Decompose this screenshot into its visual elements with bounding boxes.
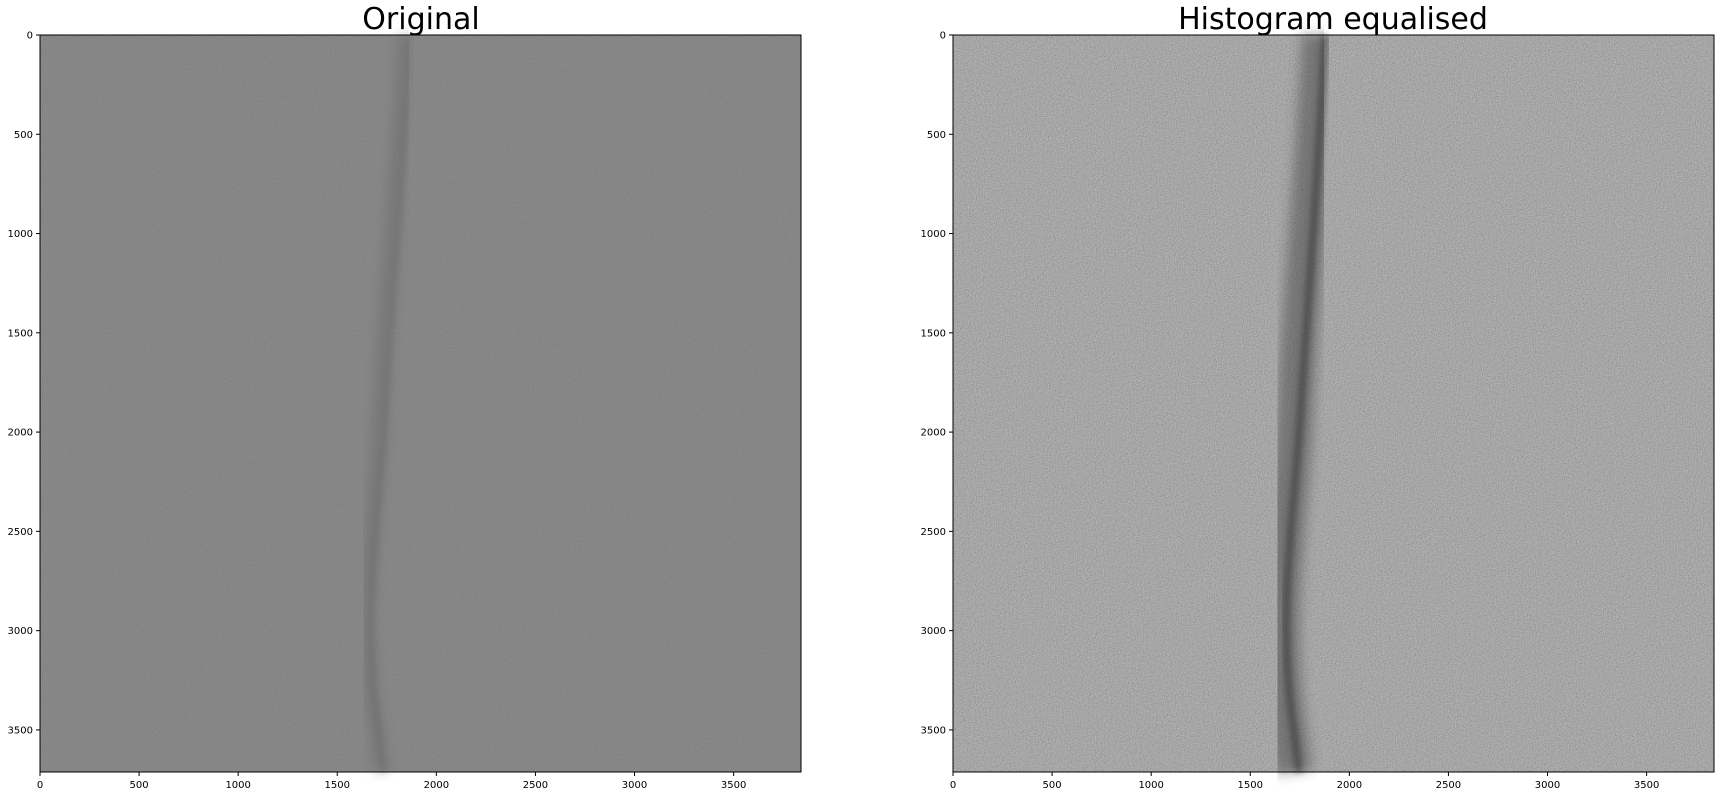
image-equalised-noise bbox=[953, 35, 1714, 772]
axes-frame-original bbox=[39, 34, 802, 773]
y-tick-label: 1000 bbox=[8, 229, 33, 240]
x-tick-label: 1000 bbox=[1138, 780, 1163, 791]
panel-equalised: Histogram equalised 0 500 1000 1500 2000 2500… bbox=[921, 2, 1715, 791]
y-tick-label: 2000 bbox=[921, 428, 946, 439]
x-tick-label: 3000 bbox=[622, 780, 647, 791]
y-tick-label: 0 bbox=[940, 31, 946, 42]
x-tick-label: 1500 bbox=[325, 780, 350, 791]
x-tick-label: 3500 bbox=[1634, 780, 1659, 791]
y-tick-label: 500 bbox=[14, 130, 33, 141]
panel-original: Original 0 500 1000 1500 2000 2500 3000 3500 0 5… bbox=[8, 2, 802, 791]
streak-original-core bbox=[369, 34, 412, 773]
x-tick-label: 2500 bbox=[1436, 780, 1461, 791]
x-axis-original: 0 500 1000 1500 2000 2500 3000 3500 bbox=[37, 772, 746, 791]
x-tick-label: 500 bbox=[1043, 780, 1062, 791]
y-tick-label: 1000 bbox=[921, 229, 946, 240]
y-tick-label: 2500 bbox=[921, 527, 946, 538]
y-tick-label: 500 bbox=[927, 130, 946, 141]
y-axis-original: 0 500 1000 1500 2000 2500 3000 3500 bbox=[8, 31, 40, 736]
axes-frame-equalised bbox=[952, 34, 1715, 773]
panel-title-equalised: Histogram equalised bbox=[1178, 2, 1488, 37]
x-tick-label: 2000 bbox=[1337, 780, 1362, 791]
x-tick-label: 0 bbox=[37, 780, 43, 791]
y-tick-label: 3500 bbox=[921, 725, 946, 736]
image-original-noise bbox=[40, 35, 801, 772]
x-tick-label: 0 bbox=[950, 780, 956, 791]
x-tick-label: 1500 bbox=[1238, 780, 1263, 791]
x-axis-equalised: 0 500 1000 1500 2000 2500 3000 3500 bbox=[950, 772, 1659, 791]
streak-equalised-core bbox=[1282, 34, 1329, 773]
y-tick-label: 2000 bbox=[8, 428, 33, 439]
x-tick-label: 2000 bbox=[424, 780, 449, 791]
y-tick-label: 2500 bbox=[8, 527, 33, 538]
y-tick-label: 1500 bbox=[8, 328, 33, 339]
y-tick-label: 3000 bbox=[8, 626, 33, 637]
panel-title-original: Original bbox=[362, 2, 479, 37]
x-tick-label: 2500 bbox=[523, 780, 548, 791]
streak-original bbox=[360, 34, 412, 774]
y-axis-equalised: 0 500 1000 1500 2000 2500 3000 3500 bbox=[921, 31, 953, 736]
x-tick-label: 1000 bbox=[225, 780, 250, 791]
x-tick-label: 500 bbox=[130, 780, 149, 791]
streak-equalised-wide bbox=[1263, 34, 1338, 775]
x-tick-label: 3000 bbox=[1535, 780, 1560, 791]
x-tick-label: 3500 bbox=[721, 780, 746, 791]
y-tick-label: 1500 bbox=[921, 328, 946, 339]
y-tick-label: 3000 bbox=[921, 626, 946, 637]
y-tick-label: 3500 bbox=[8, 725, 33, 736]
y-tick-label: 0 bbox=[27, 31, 33, 42]
